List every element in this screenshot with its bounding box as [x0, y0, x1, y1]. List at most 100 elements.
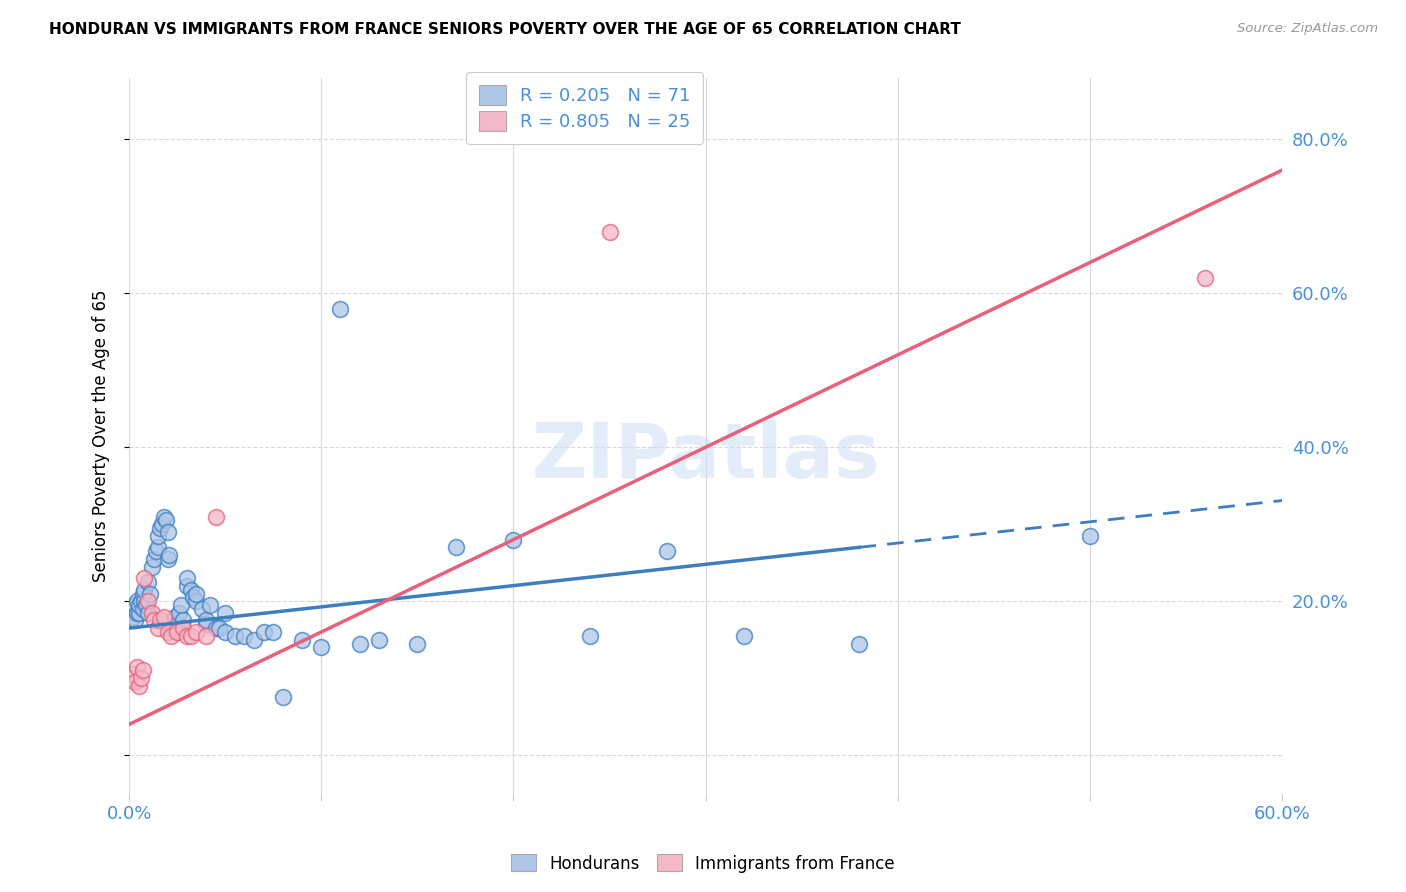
Point	[176, 629, 198, 643]
Point	[291, 632, 314, 647]
Point	[136, 594, 159, 608]
Point	[186, 586, 208, 600]
Point	[180, 629, 202, 643]
Point	[186, 594, 208, 608]
Point	[1078, 529, 1101, 543]
Point	[150, 517, 173, 532]
Point	[204, 621, 226, 635]
Point	[129, 594, 152, 608]
Text: Source: ZipAtlas.com: Source: ZipAtlas.com	[1237, 22, 1378, 36]
Point	[252, 625, 274, 640]
Point	[329, 301, 352, 316]
Point	[146, 541, 169, 555]
Point	[166, 625, 188, 640]
Point	[143, 614, 166, 628]
Point	[131, 664, 153, 678]
Point	[134, 571, 156, 585]
Point	[146, 529, 169, 543]
Point	[204, 509, 226, 524]
Point	[579, 629, 602, 643]
Point	[191, 602, 214, 616]
Point	[145, 544, 167, 558]
Point	[848, 636, 870, 650]
Point	[122, 609, 145, 624]
Point	[135, 598, 157, 612]
Point	[180, 582, 202, 597]
Point	[159, 548, 181, 562]
Point	[172, 614, 194, 628]
Point	[141, 559, 163, 574]
Point	[136, 606, 159, 620]
Point	[131, 602, 153, 616]
Legend: Hondurans, Immigrants from France: Hondurans, Immigrants from France	[505, 847, 901, 880]
Point	[167, 606, 190, 620]
Point	[406, 636, 429, 650]
Point	[128, 679, 150, 693]
Point	[208, 621, 231, 635]
Point	[194, 617, 217, 632]
Point	[122, 667, 145, 681]
Point	[186, 625, 208, 640]
Point	[198, 598, 221, 612]
Point	[156, 524, 179, 539]
Point	[599, 225, 621, 239]
Point	[194, 629, 217, 643]
Point	[128, 598, 150, 612]
Point	[149, 614, 172, 628]
Text: ZIPatlas: ZIPatlas	[531, 420, 880, 494]
Point	[349, 636, 371, 650]
Point	[120, 606, 142, 620]
Point	[176, 571, 198, 585]
Point	[155, 513, 177, 527]
Point	[143, 552, 166, 566]
Point	[152, 509, 174, 524]
Y-axis label: Seniors Poverty Over the Age of 65: Seniors Poverty Over the Age of 65	[93, 289, 110, 582]
Point	[243, 632, 266, 647]
Point	[156, 552, 179, 566]
Point	[152, 609, 174, 624]
Point	[131, 586, 153, 600]
Point	[172, 621, 194, 635]
Point	[134, 594, 156, 608]
Point	[134, 582, 156, 597]
Point	[139, 586, 162, 600]
Point	[657, 544, 679, 558]
Point	[214, 625, 236, 640]
Point	[129, 671, 152, 685]
Point	[125, 659, 148, 673]
Point	[120, 671, 142, 685]
Point	[224, 629, 246, 643]
Point	[233, 629, 256, 643]
Point	[1194, 270, 1216, 285]
Point	[124, 675, 146, 690]
Point	[124, 598, 146, 612]
Point	[125, 606, 148, 620]
Point	[166, 617, 188, 632]
Point	[146, 621, 169, 635]
Point	[160, 621, 183, 635]
Point	[368, 632, 391, 647]
Point	[170, 598, 193, 612]
Point	[156, 625, 179, 640]
Point	[309, 640, 332, 655]
Point	[444, 541, 467, 555]
Legend: R = 0.205   N = 71, R = 0.805   N = 25: R = 0.205 N = 71, R = 0.805 N = 25	[465, 72, 703, 144]
Point	[124, 614, 146, 628]
Text: HONDURAN VS IMMIGRANTS FROM FRANCE SENIORS POVERTY OVER THE AGE OF 65 CORRELATIO: HONDURAN VS IMMIGRANTS FROM FRANCE SENIO…	[49, 22, 962, 37]
Point	[166, 625, 188, 640]
Point	[125, 594, 148, 608]
Point	[214, 606, 236, 620]
Point	[162, 614, 184, 628]
Point	[194, 614, 217, 628]
Point	[149, 521, 172, 535]
Point	[165, 609, 187, 624]
Point	[122, 602, 145, 616]
Point	[502, 533, 524, 547]
Point	[271, 690, 294, 705]
Point	[181, 591, 204, 605]
Point	[262, 625, 284, 640]
Point	[733, 629, 755, 643]
Point	[160, 629, 183, 643]
Point	[136, 574, 159, 589]
Point	[176, 579, 198, 593]
